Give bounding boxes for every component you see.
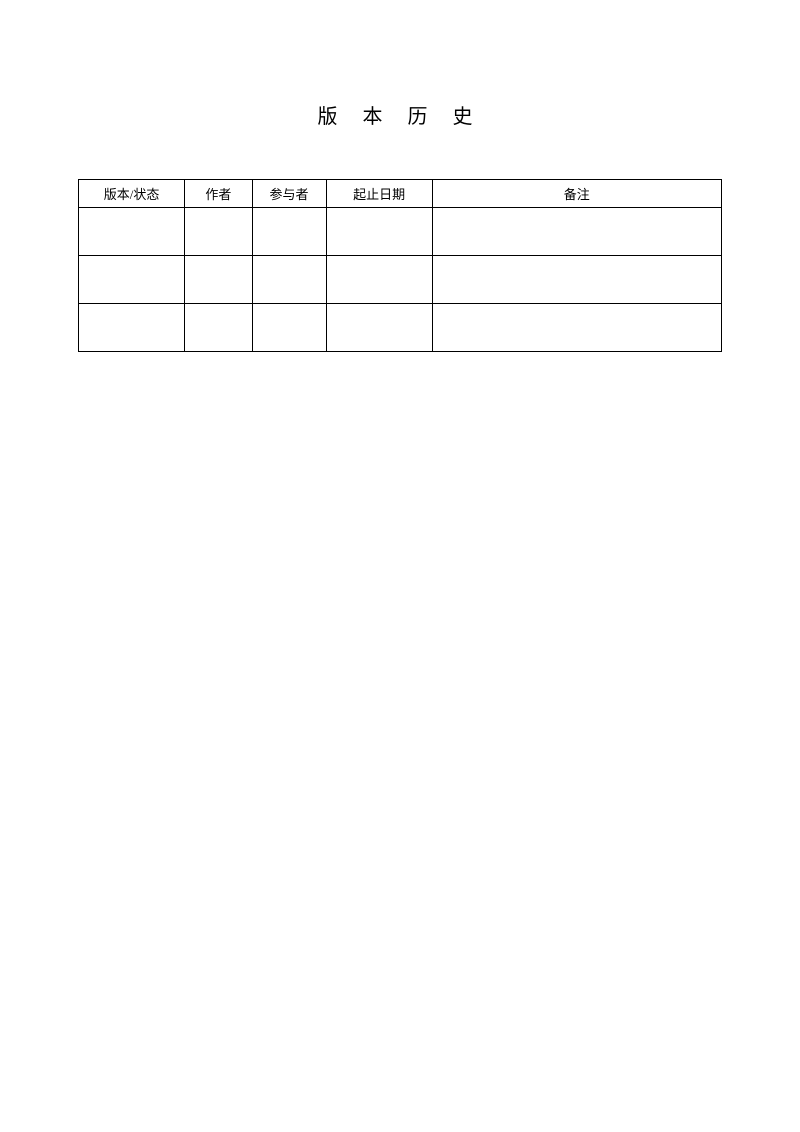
cell-author — [185, 208, 253, 256]
cell-author — [185, 304, 253, 352]
cell-remarks — [432, 256, 721, 304]
col-header-participant: 参与者 — [252, 180, 326, 208]
col-header-remarks: 备注 — [432, 180, 721, 208]
cell-participant — [252, 208, 326, 256]
col-header-author: 作者 — [185, 180, 253, 208]
cell-participant — [252, 256, 326, 304]
table-row — [79, 256, 722, 304]
page-title: 版 本 历 史 — [0, 0, 800, 129]
cell-remarks — [432, 208, 721, 256]
col-header-daterange: 起止日期 — [326, 180, 432, 208]
version-history-table-container: 版本/状态 作者 参与者 起止日期 备注 — [78, 179, 722, 352]
cell-daterange — [326, 304, 432, 352]
table-row — [79, 208, 722, 256]
cell-version — [79, 304, 185, 352]
table-row — [79, 304, 722, 352]
table-header-row: 版本/状态 作者 参与者 起止日期 备注 — [79, 180, 722, 208]
cell-version — [79, 256, 185, 304]
cell-version — [79, 208, 185, 256]
cell-participant — [252, 304, 326, 352]
cell-author — [185, 256, 253, 304]
col-header-version: 版本/状态 — [79, 180, 185, 208]
cell-daterange — [326, 208, 432, 256]
version-history-table: 版本/状态 作者 参与者 起止日期 备注 — [78, 179, 722, 352]
cell-remarks — [432, 304, 721, 352]
cell-daterange — [326, 256, 432, 304]
